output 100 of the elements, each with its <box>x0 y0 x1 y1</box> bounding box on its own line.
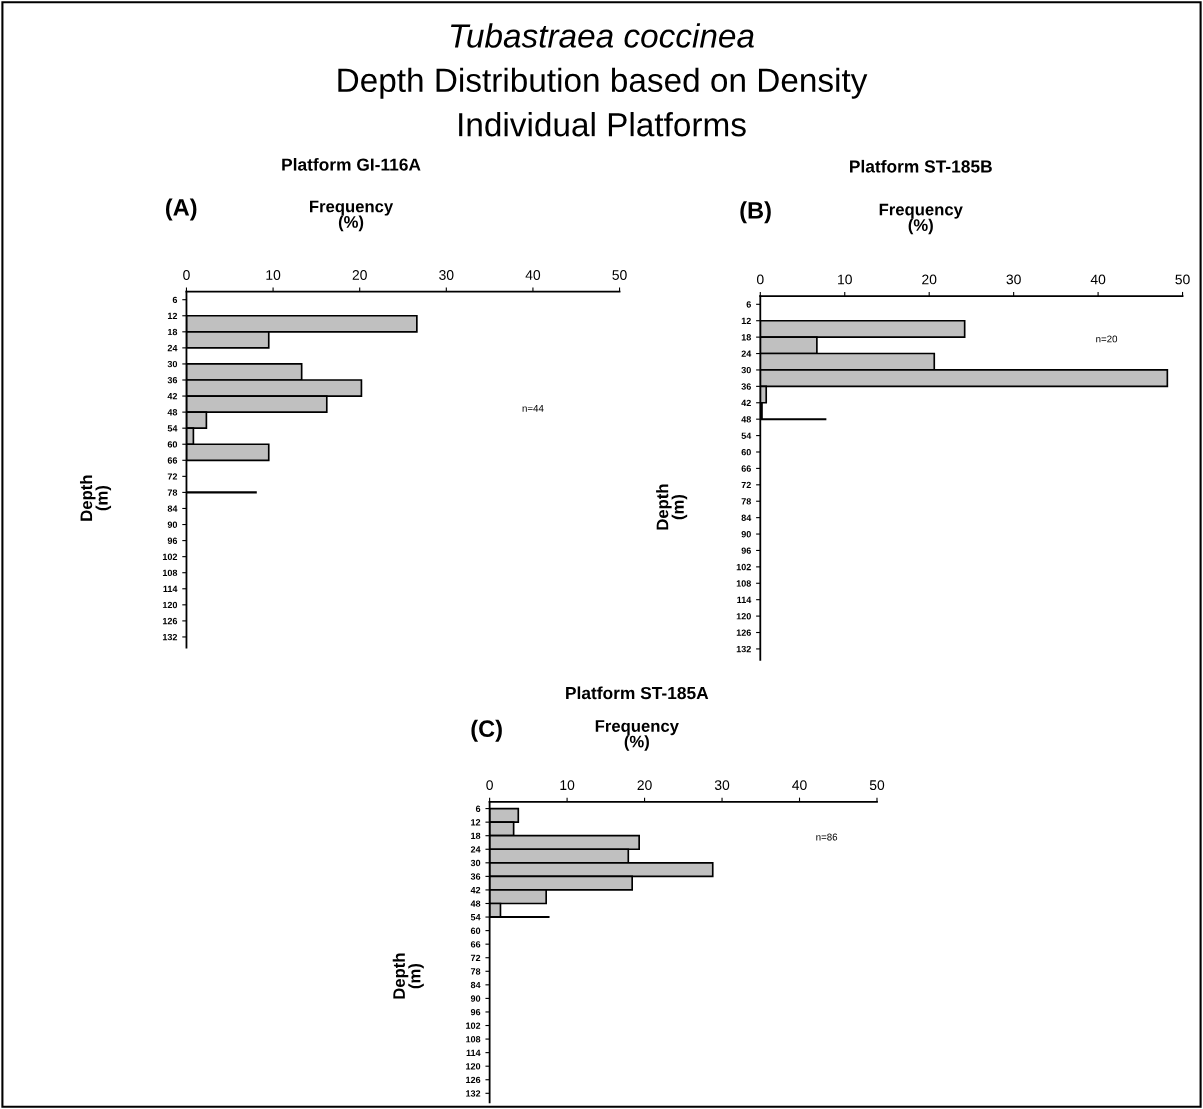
y-tick-label: 54 <box>167 425 178 432</box>
y-tick-label: 18 <box>741 334 751 341</box>
y-tick-label: 36 <box>741 383 751 390</box>
x-tick-label: 30 <box>1006 274 1021 285</box>
y-tick-label: 114 <box>466 1049 481 1056</box>
y-tick-label: 36 <box>470 873 481 880</box>
annotation: n=20 <box>1096 335 1118 343</box>
y-tick-label: 132 <box>736 645 751 653</box>
y-tick-label: 66 <box>167 457 178 464</box>
y-tick-label: 30 <box>741 366 751 374</box>
y-tick-label: 132 <box>466 1090 481 1097</box>
y-tick-label: 108 <box>736 580 751 587</box>
y-tick-label: 132 <box>162 633 178 641</box>
x-tick-label: 0 <box>486 780 493 791</box>
y-tick-label: 90 <box>470 995 481 1002</box>
text: Individual Platforms <box>459 112 746 137</box>
y-tick-label: 102 <box>466 1022 481 1029</box>
y-tick-label: 42 <box>470 886 481 894</box>
y-tick-label: 18 <box>167 328 178 336</box>
x-tick-label: 50 <box>869 780 885 791</box>
y-tick-label: 78 <box>470 968 481 975</box>
y-tick-label: 102 <box>162 553 178 561</box>
y-tick-label: 72 <box>167 473 178 480</box>
y-tick-label: 90 <box>167 521 178 528</box>
y-tick-label: 90 <box>741 531 751 538</box>
y-tick-label: 66 <box>470 941 481 948</box>
y-axis-title: Depth (m) <box>392 953 424 999</box>
y-tick-label: 54 <box>470 914 481 921</box>
chart-title: Platform GI-116A <box>282 158 421 171</box>
text: Tubastraea coccinea <box>451 23 754 48</box>
y-tick-label: 6 <box>746 301 751 308</box>
x-axis-title: Frequency (%) <box>879 203 963 235</box>
x-tick-label: 10 <box>266 270 281 280</box>
x-tick-label: 10 <box>838 274 852 285</box>
y-tick-label: 114 <box>163 585 178 593</box>
y-tick-label: 96 <box>741 547 751 554</box>
x-tick-label: 20 <box>637 780 652 791</box>
x-axis-title: Frequency (%) <box>310 200 394 232</box>
y-tick-label: 24 <box>741 350 752 357</box>
y-tick-label: 36 <box>167 376 178 384</box>
y-tick-label: 42 <box>741 399 751 407</box>
x-tick-label: 30 <box>714 780 730 791</box>
y-tick-label: 30 <box>470 859 481 867</box>
y-tick-label: 30 <box>167 360 178 368</box>
x-tick-label: 20 <box>352 270 367 280</box>
text: (C) <box>471 719 502 742</box>
y-tick-label: 108 <box>466 1036 481 1043</box>
y-tick-label: 60 <box>167 441 178 448</box>
y-tick-label: 54 <box>741 432 752 439</box>
y-tick-label: 120 <box>466 1063 481 1070</box>
x-tick-label: 40 <box>1090 274 1106 285</box>
y-tick-label: 48 <box>470 900 481 907</box>
y-tick-label: 126 <box>736 629 751 636</box>
y-tick-label: 72 <box>741 481 751 489</box>
y-tick-label: 72 <box>470 954 481 961</box>
y-axis-title: Depth (m) <box>79 475 112 521</box>
y-tick-label: 66 <box>741 465 751 472</box>
x-tick-label: 20 <box>922 274 937 285</box>
y-tick-label: 126 <box>162 617 178 625</box>
y-tick-label: 84 <box>167 505 178 512</box>
y-tick-label: 12 <box>471 819 481 826</box>
y-tick-label: 18 <box>471 832 481 840</box>
text: (A) <box>165 198 197 221</box>
x-tick-label: 0 <box>756 274 764 285</box>
y-tick-label: 12 <box>741 317 751 324</box>
y-tick-label: 126 <box>466 1076 481 1084</box>
y-tick-label: 6 <box>172 296 178 304</box>
text: Depth Distribution based on Density <box>338 67 868 99</box>
y-tick-label: 114 <box>737 596 752 603</box>
x-tick-label: 0 <box>183 270 190 280</box>
y-tick-label: 120 <box>162 601 178 609</box>
chart-title: Platform ST-185B <box>850 159 992 173</box>
y-tick-label: 108 <box>162 569 178 577</box>
y-tick-label: 48 <box>741 416 751 423</box>
chart-title: Platform ST-185A <box>566 686 709 700</box>
y-tick-label: 96 <box>470 1008 481 1016</box>
text: (B) <box>740 201 771 224</box>
y-tick-label: 102 <box>736 563 751 571</box>
y-tick-label: 60 <box>470 927 481 934</box>
x-tick-label: 50 <box>1175 274 1190 285</box>
y-axis-title: Depth (m) <box>656 484 688 530</box>
y-tick-label: 60 <box>741 448 751 456</box>
y-tick-label: 84 <box>741 514 752 521</box>
annotation: n=86 <box>816 833 838 841</box>
annotation: n=44 <box>522 404 544 412</box>
y-tick-label: 78 <box>741 498 751 505</box>
y-tick-label: 84 <box>470 981 481 989</box>
y-tick-label: 24 <box>167 344 178 352</box>
y-tick-label: 12 <box>167 312 178 320</box>
y-tick-label: 6 <box>475 805 481 812</box>
y-tick-label: 48 <box>167 409 178 416</box>
y-tick-label: 96 <box>167 537 178 544</box>
y-tick-label: 24 <box>470 846 481 853</box>
x-tick-label: 30 <box>439 270 454 280</box>
x-tick-label: 10 <box>560 780 575 791</box>
x-axis-title: Frequency (%) <box>595 720 679 751</box>
y-tick-label: 78 <box>167 489 178 496</box>
x-tick-label: 40 <box>792 780 807 791</box>
x-tick-label: 50 <box>612 270 627 280</box>
x-tick-label: 40 <box>525 270 541 280</box>
